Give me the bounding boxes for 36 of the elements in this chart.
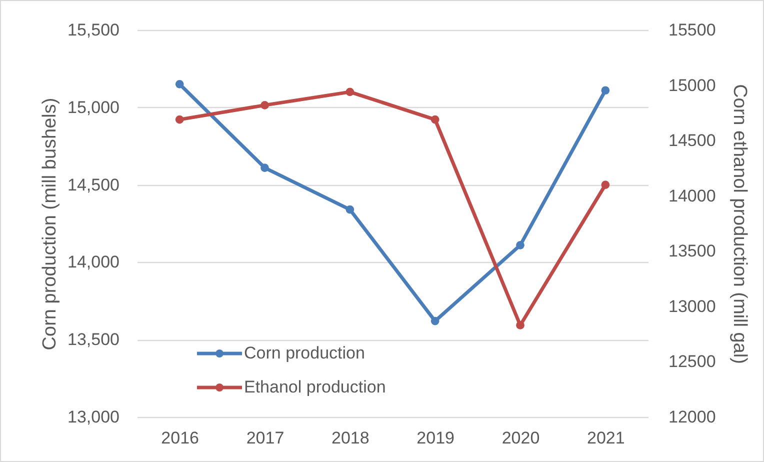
point xyxy=(260,101,269,110)
point xyxy=(516,321,524,330)
x-tick-label: 2016 xyxy=(161,428,199,448)
point xyxy=(346,205,354,214)
y2-axis-title: Corn ethanol production (mill gal) xyxy=(728,84,750,364)
y-axis-title: Corn production (mill bushels) xyxy=(40,98,61,350)
x-tick-label: 2019 xyxy=(416,428,454,448)
point xyxy=(260,164,269,172)
y2-tick-label: 12000 xyxy=(668,408,716,426)
legend-label: Corn production xyxy=(244,344,365,362)
y2-tick-label: 13000 xyxy=(668,296,716,316)
point xyxy=(430,115,440,124)
y-tick-label: 13,500 xyxy=(68,330,120,350)
y-tick-label: 13,000 xyxy=(68,408,120,426)
x-tick-label: 2018 xyxy=(332,428,370,448)
point xyxy=(516,240,524,250)
y2-tick-label: 15000 xyxy=(668,76,716,95)
y-tick-label: 15,500 xyxy=(68,20,120,40)
point xyxy=(430,316,440,326)
y2-tick-label: 15500 xyxy=(668,20,716,40)
y-tick-label: 14,000 xyxy=(68,252,120,272)
y2-tick-label: 12500 xyxy=(668,352,716,372)
y-tick-label: 14,500 xyxy=(68,175,120,194)
x-tick-label: 2021 xyxy=(587,428,625,448)
y2-tick-label: 13500 xyxy=(668,242,716,261)
point xyxy=(175,80,184,88)
point xyxy=(175,115,184,124)
x-tick-label: 2017 xyxy=(246,428,284,448)
point xyxy=(346,88,354,96)
x-tick-label: 2020 xyxy=(502,428,540,448)
y2-tick-label: 14000 xyxy=(668,186,716,206)
point xyxy=(601,180,610,189)
point xyxy=(601,86,610,95)
legend-label: Ethanol production xyxy=(244,378,386,396)
y-tick-label: 15,000 xyxy=(68,98,120,117)
y2-tick-label: 14500 xyxy=(668,131,716,150)
